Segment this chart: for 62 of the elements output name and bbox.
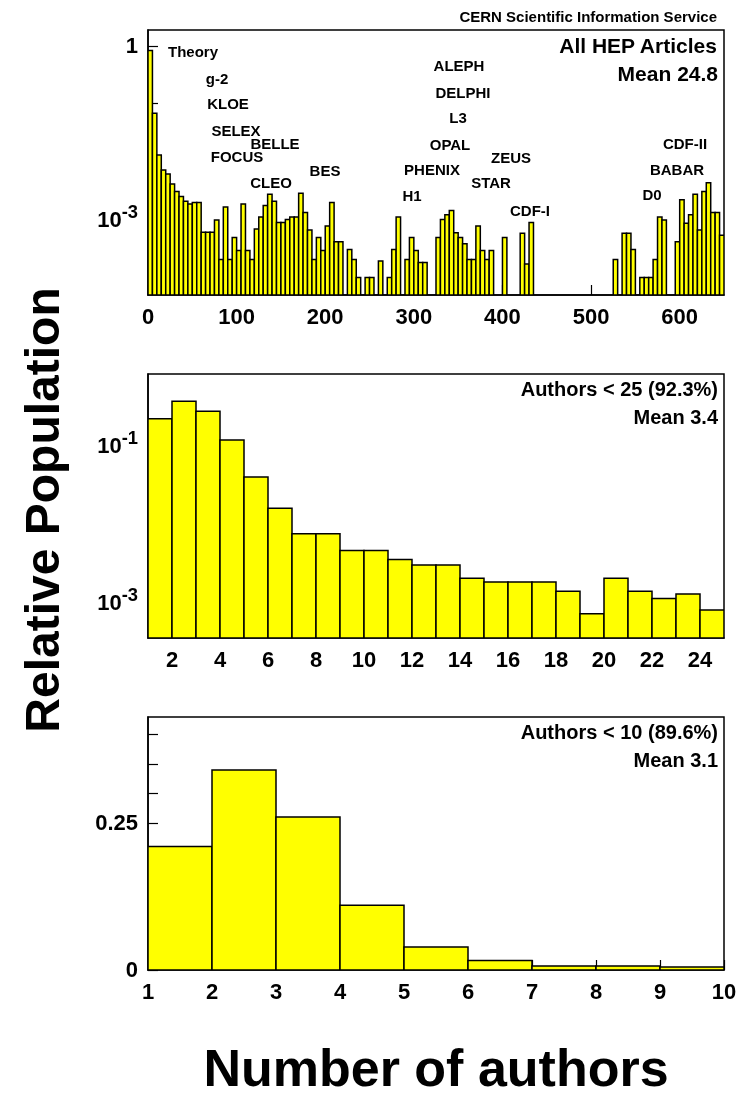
- x-tick-label: 300: [395, 303, 433, 329]
- annotation: STAR: [471, 173, 512, 191]
- annotation: KLOE: [207, 94, 249, 112]
- x-tick-label: 18: [543, 646, 569, 672]
- x-tick-label: 8: [309, 646, 323, 672]
- x-tick-label: 100: [218, 303, 255, 329]
- chart-title: CERN Scientific Information Service: [459, 8, 718, 25]
- x-tick-label: 16: [495, 646, 521, 672]
- x-tick-label: 8: [589, 978, 603, 1004]
- x-tick-label: 14: [447, 646, 473, 672]
- x-tick-label: 10: [351, 646, 377, 672]
- x-tick-label: 4: [333, 978, 347, 1004]
- annotation: Theory: [167, 42, 219, 60]
- annotation: Mean 24.8: [617, 62, 719, 85]
- x-tick-label: 6: [461, 978, 475, 1004]
- x-tick-label: 20: [591, 646, 617, 672]
- x-tick-label: 500: [572, 303, 610, 329]
- annotation: ALEPH: [433, 56, 485, 74]
- x-tick-label: 400: [484, 303, 521, 329]
- x-tick-label: 7: [525, 978, 539, 1004]
- annotation: BES: [309, 161, 341, 179]
- annotation: BABAR: [649, 160, 705, 178]
- x-tick-label: 200: [306, 303, 344, 329]
- annotation: D0: [642, 185, 662, 203]
- x-tick-label: 2: [205, 978, 219, 1004]
- annotation: H1: [402, 186, 422, 204]
- x-tick-label: 22: [639, 646, 665, 672]
- annotation: Mean 3.1: [633, 749, 718, 771]
- x-tick-label: 12: [399, 646, 425, 672]
- annotation: L3: [449, 108, 467, 126]
- y-tick-label: 0.25: [95, 809, 138, 835]
- x-tick-label: 4: [213, 646, 227, 672]
- y-axis-title: Relative Population: [14, 287, 70, 733]
- annotation: ZEUS: [490, 148, 532, 166]
- y-tick-label: 10$^{-3}$: [97, 201, 138, 232]
- x-tick-label: 9: [653, 978, 667, 1004]
- annotation: g-2: [205, 69, 229, 87]
- annotation: OPAL: [429, 135, 471, 153]
- annotation: Authors < 25 (92.3%): [520, 378, 719, 400]
- x-tick-label: 3: [269, 978, 283, 1004]
- annotation: Authors < 10 (89.6%): [520, 721, 719, 743]
- y-tick-label: 10$^{-3}$: [97, 584, 138, 615]
- y-tick-label: 1: [125, 32, 138, 58]
- x-tick-label: 2: [165, 646, 179, 672]
- annotation: CDF-I: [510, 201, 550, 219]
- x-tick-label: 10: [711, 978, 737, 1004]
- annotation: CLEO: [250, 173, 293, 191]
- annotation: All HEP Articles: [559, 34, 717, 57]
- annotation: Mean 3.4: [633, 406, 719, 428]
- y-tick-label: 10$^{-1}$: [97, 427, 138, 458]
- annotation: PHENIX: [404, 160, 460, 178]
- x-tick-label: 1: [141, 978, 155, 1004]
- annotation: CDF-II: [662, 134, 708, 152]
- annotation: SELEX: [211, 121, 261, 139]
- x-tick-label: 24: [687, 646, 713, 672]
- x-tick-label: 0: [141, 303, 155, 329]
- annotation: DELPHI: [435, 83, 491, 101]
- x-tick-label: 6: [261, 646, 275, 672]
- y-tick-label: 0: [125, 957, 138, 982]
- x-tick-label: 5: [397, 978, 411, 1004]
- x-axis-title: Number of authors: [203, 1039, 669, 1097]
- x-tick-label: 600: [661, 303, 699, 329]
